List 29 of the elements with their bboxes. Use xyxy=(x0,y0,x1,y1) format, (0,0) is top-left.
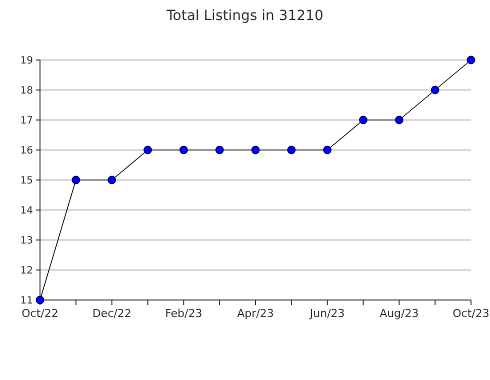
y-tick-label: 16 xyxy=(20,146,33,156)
x-tick-label: Oct/22 xyxy=(22,307,58,320)
chart-title: Total Listings in 31210 xyxy=(166,8,324,24)
point xyxy=(72,176,80,184)
y-tick-label: 17 xyxy=(20,116,33,126)
y-tick-label: 12 xyxy=(20,266,33,276)
y-tick-label: 19 xyxy=(20,56,33,66)
point xyxy=(215,146,224,154)
point xyxy=(144,146,152,154)
point xyxy=(251,146,260,154)
point xyxy=(108,176,116,184)
y-tick-label: 18 xyxy=(20,86,33,96)
y-tick-label: 15 xyxy=(20,176,33,186)
x-tick-label: Feb/23 xyxy=(165,307,202,320)
point xyxy=(466,56,476,64)
x-tick-label: Jun/23 xyxy=(308,307,345,320)
point xyxy=(287,146,296,154)
x-tick-label: Oct/23 xyxy=(452,307,490,320)
x-tick-label: Aug/23 xyxy=(380,307,419,320)
point xyxy=(359,116,368,124)
point xyxy=(323,146,332,154)
y-tick-label: 13 xyxy=(20,236,33,246)
point xyxy=(179,146,188,154)
point xyxy=(430,86,440,94)
x-tick-label: Apr/23 xyxy=(237,307,274,320)
point xyxy=(394,116,404,124)
y-tick-label: 11 xyxy=(20,296,33,306)
y-tick-label: 14 xyxy=(20,206,33,216)
x-tick-label: Dec/22 xyxy=(92,307,132,320)
